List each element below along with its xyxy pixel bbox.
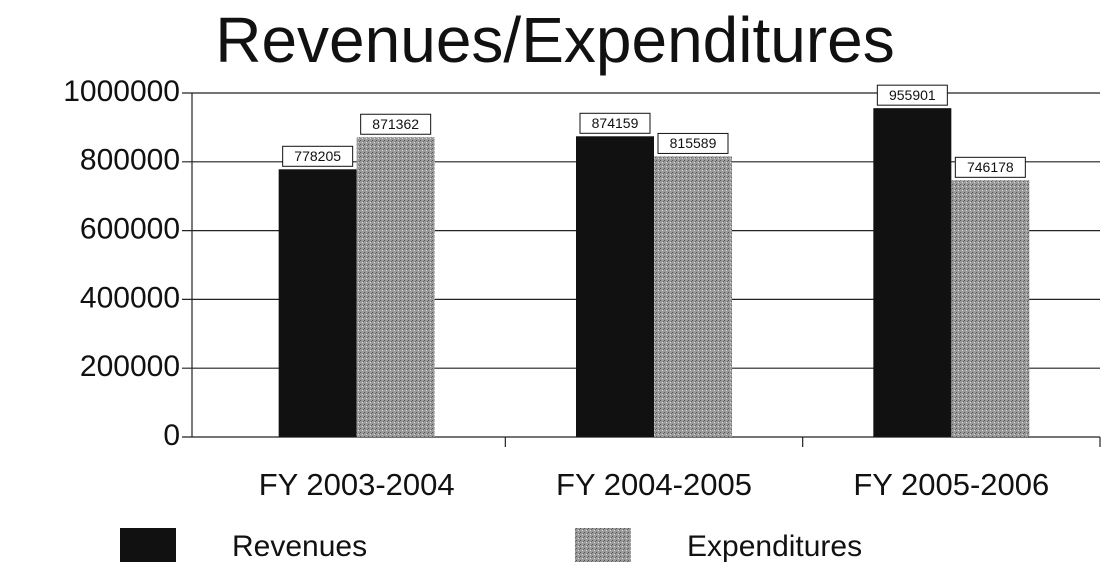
- chart-title: Revenues/Expenditures: [215, 4, 895, 76]
- y-tick-label: 400000: [80, 281, 180, 314]
- y-tick-label: 200000: [80, 350, 180, 383]
- value-label-box: [954, 156, 1026, 178]
- y-tick-label: 1000000: [63, 75, 180, 108]
- value-label: 778205: [294, 148, 341, 164]
- value-label: 955901: [889, 87, 936, 103]
- bar: [951, 180, 1030, 438]
- legend-swatch: [120, 528, 176, 562]
- value-label-box: [282, 145, 354, 167]
- bar: [278, 169, 357, 437]
- value-label-box: [876, 84, 948, 106]
- y-tick-label: 800000: [80, 144, 180, 177]
- bar: [654, 156, 732, 437]
- value-label: 815589: [670, 135, 717, 151]
- legend-label: Expenditures: [687, 530, 862, 563]
- value-label-box: [657, 132, 729, 154]
- value-label: 746178: [967, 159, 1014, 175]
- value-label: 874159: [592, 115, 639, 131]
- value-label-box: [360, 113, 432, 135]
- value-label-box: [579, 112, 651, 134]
- x-tick-label: FY 2003-2004: [259, 467, 455, 502]
- x-tick-label: FY 2005-2006: [853, 467, 1049, 502]
- bar: [576, 136, 654, 437]
- bar: [356, 137, 435, 437]
- legend-label: Revenues: [232, 530, 367, 563]
- bar: [873, 108, 952, 438]
- value-label: 871362: [372, 116, 419, 132]
- y-tick-label: 600000: [80, 213, 180, 246]
- legend-swatch: [575, 528, 631, 562]
- x-tick-label: FY 2004-2005: [556, 467, 752, 502]
- y-tick-label: 0: [163, 419, 180, 452]
